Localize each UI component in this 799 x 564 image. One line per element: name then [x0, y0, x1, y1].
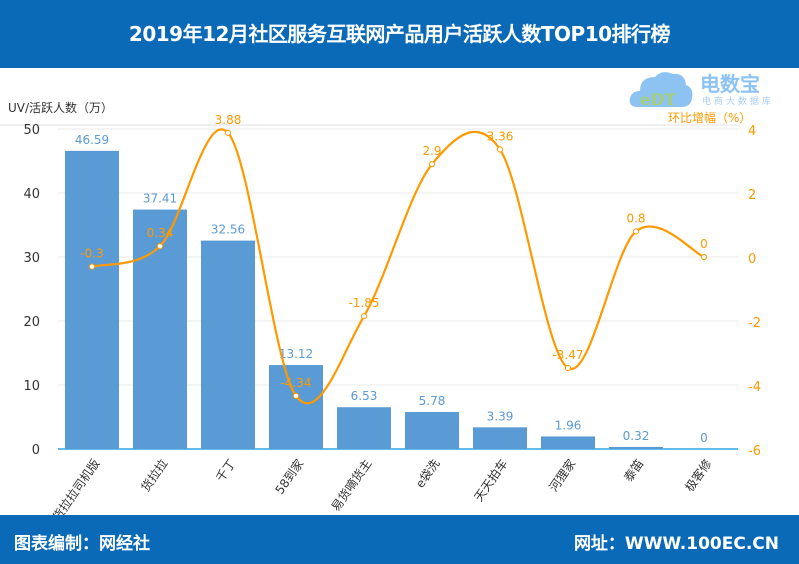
y-axis-title: UV/活跃人数（万）: [8, 100, 113, 115]
footer-website[interactable]: 网址：WWW.100EC.CN: [573, 534, 779, 554]
y-tick-label: 20: [23, 315, 40, 330]
line-point: [88, 263, 96, 270]
bar: [201, 240, 255, 449]
bar-value-label: 46.59: [75, 133, 109, 147]
x-tick-label: 河狸家: [546, 456, 579, 494]
bar: [405, 412, 459, 449]
line-value-label: -1.85: [348, 296, 379, 310]
footer-credit: 图表编制：网经社: [14, 534, 150, 554]
y2-tick-label: -6: [748, 444, 761, 459]
x-tick-label: 易货嘀货主: [328, 456, 375, 514]
bar: [269, 365, 323, 449]
cloud-icon: [629, 72, 693, 107]
bar-value-label: 3.39: [487, 409, 514, 423]
y-tick-label: 40: [23, 187, 40, 202]
y2-tick-label: -2: [748, 316, 761, 331]
line-value-label: 3.88: [215, 113, 242, 127]
line-value-label: -4.34: [280, 376, 311, 390]
y-tick-label: 30: [23, 251, 40, 266]
x-tick-label: 58到家: [272, 456, 307, 497]
x-tick-label: e袋洗: [413, 457, 442, 491]
bar: [609, 446, 663, 449]
footer: 图表编制：网经社 网址：WWW.100EC.CN: [0, 515, 799, 564]
bar-value-label: 6.53: [351, 389, 378, 403]
bar: [541, 436, 595, 449]
x-tick-label: 天天拍车: [471, 456, 511, 504]
line-value-label: 3.36: [487, 129, 514, 143]
y-tick-label: 10: [23, 379, 40, 394]
bar-value-label: 0: [700, 431, 708, 445]
bar-value-label: 13.12: [279, 347, 313, 361]
logo-subtitle: 电商大数据库: [702, 95, 774, 107]
line-point: [292, 392, 300, 399]
bar: [65, 150, 119, 449]
y2-tick-label: 4: [748, 124, 756, 139]
bar: [337, 407, 391, 449]
line-value-label: 0.34: [147, 226, 174, 240]
line-point: [564, 364, 572, 372]
bar-value-label: 37.41: [143, 192, 177, 206]
logo-mark: eDT: [640, 90, 676, 109]
bar-value-label: 5.78: [419, 394, 446, 408]
bar-value-label: 1.96: [555, 418, 582, 432]
combo-chart: UV/活跃人数（万） 环比增幅（%） 0 10 20 30 40 50 -6 -4 -2 0 2 4 46.…: [0, 100, 761, 515]
line-value-label: 2.9: [422, 144, 441, 158]
bar-value-label: 0.32: [623, 429, 650, 443]
line-point: [156, 243, 164, 250]
x-tick-label: 千丁: [213, 457, 238, 485]
line-point: [428, 161, 436, 168]
line-value-label: 0: [700, 237, 708, 251]
logo-text: 电数宝: [700, 72, 760, 96]
x-tick-label: 极客修: [682, 456, 715, 494]
line-value-label: -0.3: [80, 247, 103, 261]
y2-axis-title: 环比增幅（%）: [668, 110, 751, 125]
x-tick-label: 泰笛: [620, 456, 646, 484]
growth-line: [91, 128, 705, 405]
line-point: [360, 313, 368, 320]
line-value-label: -3.47: [552, 348, 583, 362]
bar-value-label: 32.56: [211, 223, 245, 237]
bar: [473, 427, 527, 449]
y-tick-label: 0: [32, 443, 40, 458]
y2-tick-label: 2: [748, 188, 756, 203]
line-point: [224, 129, 232, 136]
y-tick-label: 50: [23, 123, 40, 138]
bar: [133, 209, 187, 449]
chart-title: 2019年12月社区服务互联网产品用户活跃人数TOP10排行榜: [0, 0, 799, 68]
line-point: [700, 253, 708, 261]
line-point: [632, 228, 640, 235]
y2-tick-label: -4: [748, 380, 761, 395]
line-value-label: 0.8: [626, 211, 645, 225]
x-tick-label: 货拉拉司机版: [49, 456, 103, 515]
logo: eDT 电数宝 电商大数据库: [629, 72, 774, 109]
line-point: [496, 146, 504, 153]
y2-tick-label: 0: [748, 252, 756, 267]
x-tick-label: 货拉拉: [138, 456, 171, 494]
